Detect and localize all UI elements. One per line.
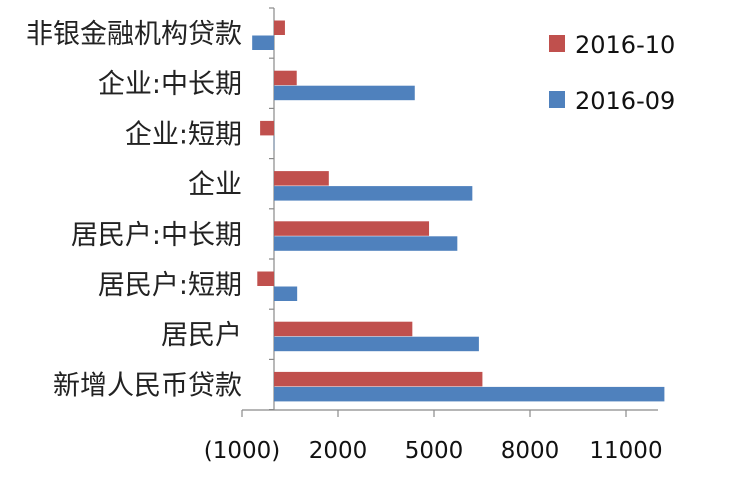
bars bbox=[252, 20, 665, 402]
bar-2016-10 bbox=[274, 221, 430, 236]
bar-2016-09 bbox=[252, 35, 274, 50]
legend-label: 2016-10 bbox=[575, 31, 675, 59]
category-label: 非银金融机构贷款 bbox=[26, 19, 242, 50]
x-tick-label: 11000 bbox=[589, 438, 662, 464]
legend-label: 2016-09 bbox=[575, 87, 675, 115]
bar-2016-09 bbox=[274, 186, 473, 201]
category-label: 居民户:中长期 bbox=[71, 220, 242, 251]
bar-2016-09 bbox=[274, 85, 415, 101]
bar-2016-09 bbox=[274, 386, 665, 402]
bar-2016-09 bbox=[274, 286, 298, 301]
x-tick-label: (1000) bbox=[204, 438, 280, 464]
category-label: 企业:中长期 bbox=[98, 69, 242, 100]
bar-2016-10 bbox=[274, 321, 413, 337]
bar-2016-09 bbox=[274, 236, 458, 251]
legend-swatch bbox=[549, 91, 565, 108]
bar-2016-09 bbox=[274, 336, 479, 352]
bar-2016-10 bbox=[274, 371, 483, 387]
category-label: 新增人民币贷款 bbox=[53, 370, 242, 401]
axes bbox=[241, 7, 658, 417]
category-labels: 新增人民币贷款 居民户 居民户:短期 居民户:中长期 企业 企业:短期 企业:中长期 非银金融… bbox=[26, 19, 242, 401]
x-tick-label: 2000 bbox=[309, 438, 368, 464]
x-tick-label: 8000 bbox=[501, 438, 560, 464]
legend: 2016-10 2016-09 bbox=[549, 31, 675, 115]
legend-swatch bbox=[549, 35, 565, 52]
category-label: 企业:短期 bbox=[125, 119, 242, 150]
bar-2016-10 bbox=[274, 171, 329, 186]
category-label: 居民户 bbox=[161, 320, 242, 351]
bar-2016-10 bbox=[274, 20, 285, 35]
tick-labels: (1000) 2000 5000 8000 11000 bbox=[204, 438, 663, 464]
bar-2016-10 bbox=[274, 70, 297, 86]
x-tick-label: 5000 bbox=[405, 438, 464, 464]
bar-2016-10 bbox=[257, 271, 274, 286]
bar-2016-10 bbox=[260, 120, 274, 136]
bar-2016-09 bbox=[273, 135, 275, 151]
category-label: 企业 bbox=[188, 170, 242, 201]
category-label: 居民户:短期 bbox=[98, 270, 242, 301]
